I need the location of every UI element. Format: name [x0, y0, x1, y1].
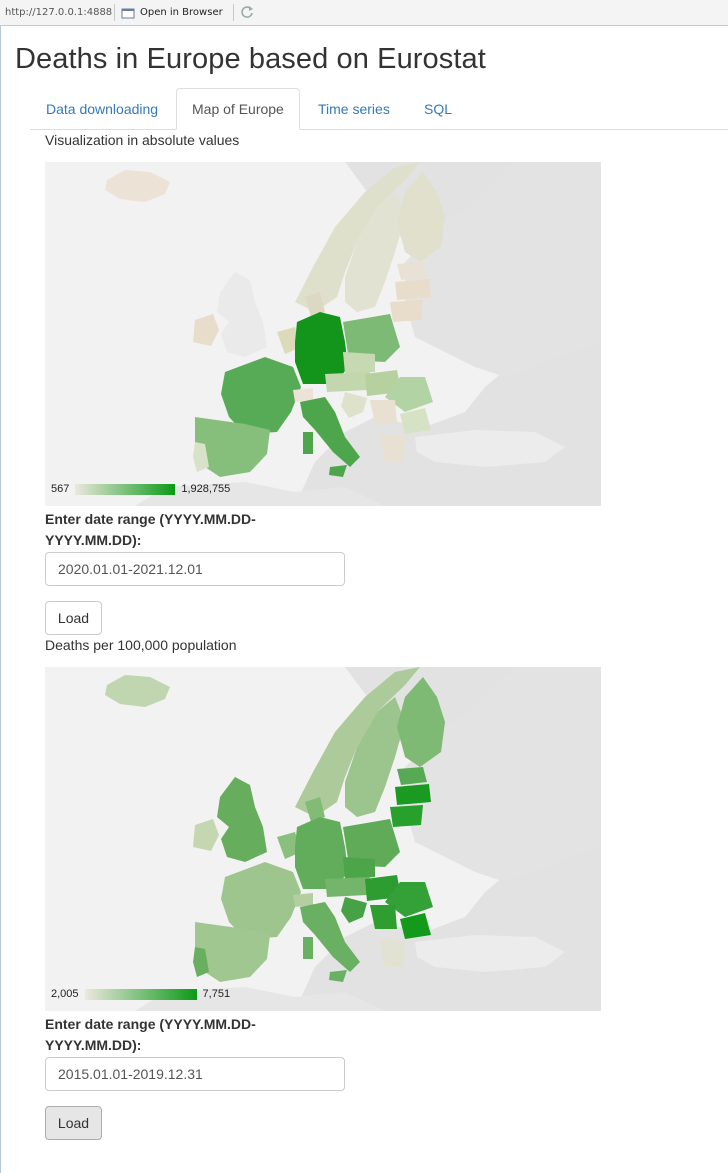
map1-date-range-input[interactable]: [45, 552, 345, 586]
map1-czech: [343, 352, 375, 374]
map1-sweden: [345, 192, 405, 312]
map1-spain: [195, 417, 270, 477]
map2-greece: [380, 939, 405, 967]
map2-europe-choropleth[interactable]: 2,005 7,751: [45, 667, 601, 1011]
map1-land-russia: [405, 162, 601, 377]
map1-finland: [397, 172, 445, 262]
map1-serbia: [370, 400, 397, 424]
map2-finland: [397, 677, 445, 767]
map2-date-range-input[interactable]: [45, 1057, 345, 1091]
map2-norway: [295, 667, 420, 817]
map2-denmark: [305, 797, 325, 822]
tab-bar: Data downloading Map of Europe Time seri…: [30, 88, 728, 130]
map2-sweden: [345, 697, 405, 817]
map2-sardinia: [303, 937, 313, 959]
map1-greece: [380, 434, 405, 462]
map2-load-button[interactable]: Load: [45, 1106, 102, 1140]
map2-land-russia: [405, 667, 601, 882]
map1-sardinia: [303, 432, 313, 454]
map2-uk: [217, 777, 267, 862]
app-frame: [0, 26, 728, 1173]
map2-land-africa: [135, 987, 385, 1011]
map1-bulgaria: [400, 408, 431, 434]
map1-italy: [300, 397, 360, 467]
toolbar-divider: [233, 4, 234, 21]
map1-europe-choropleth[interactable]: 567 1,928,755: [45, 162, 601, 506]
map2-estonia: [397, 767, 427, 785]
map1-title: Visualization in absolute values: [45, 132, 240, 148]
map1-norway: [295, 162, 420, 312]
map1-switzerland: [293, 388, 313, 402]
map2-title: Deaths per 100,000 population: [45, 637, 237, 653]
map2-romania: [385, 882, 433, 917]
map2-legend-gradient: [84, 988, 197, 1000]
map1-poland: [343, 314, 400, 362]
map2-legend: 2,005 7,751: [51, 988, 230, 1000]
map2-italy: [300, 902, 360, 972]
map1-legend-min: 567: [51, 483, 70, 495]
map1-ireland: [193, 314, 219, 346]
map1-lithuania: [390, 300, 423, 322]
map2-legend-max: 7,751: [202, 988, 231, 1000]
tab-sql[interactable]: SQL: [424, 101, 453, 117]
map2-latvia: [395, 784, 431, 805]
map2-portugal: [193, 947, 209, 977]
map2-austria: [325, 877, 370, 897]
map2-spain: [195, 922, 270, 982]
map1-date-range-label: Enter date range (YYYY.MM.DD-YYYY.MM.DD)…: [45, 511, 256, 548]
map1-austria: [325, 372, 370, 392]
map2-switzerland: [293, 893, 313, 907]
map1-uk: [217, 272, 267, 357]
map2-france: [221, 862, 301, 939]
map2-land-turkey: [415, 935, 565, 972]
map1-land-turkey: [415, 430, 565, 467]
map1-legend-max: 1,928,755: [181, 483, 231, 495]
tab-map-of-europe[interactable]: Map of Europe: [176, 88, 300, 130]
map1-romania: [385, 377, 433, 412]
map2-bulgaria: [400, 913, 431, 939]
map1-sicily: [329, 465, 347, 477]
map1-denmark: [305, 292, 325, 317]
map2-germany: [295, 817, 348, 889]
map2-czech: [343, 857, 375, 879]
map1-germany: [295, 312, 348, 384]
map2-sicily: [329, 970, 347, 982]
map2-ireland: [193, 819, 219, 851]
map1-legend: 567 1,928,755: [51, 483, 230, 495]
map2-serbia: [370, 905, 397, 929]
map2-croatia: [341, 897, 367, 923]
map1-land-africa: [135, 482, 385, 506]
browser-toolbar: http://127.0.0.1:4888 Open in Browser: [0, 0, 728, 26]
window-icon: [121, 8, 135, 18]
map2-poland: [343, 819, 400, 867]
page-title: Deaths in Europe based on Eurostat: [15, 43, 486, 75]
map2-lithuania: [390, 805, 423, 827]
map1-latvia: [395, 279, 431, 300]
map1-portugal: [193, 442, 209, 472]
map1-legend-gradient: [75, 483, 176, 495]
open-in-browser-label: Open in Browser: [140, 7, 223, 18]
map1-svg: [105, 162, 601, 506]
map1-load-button[interactable]: Load: [45, 601, 102, 635]
map1-iceland: [105, 170, 170, 202]
tab-time-series[interactable]: Time series: [318, 101, 390, 117]
map1-france: [221, 357, 301, 434]
map2-date-range-label: Enter date range (YYYY.MM.DD-YYYY.MM.DD)…: [45, 1016, 256, 1053]
map2-svg: [105, 667, 601, 1011]
url-text[interactable]: http://127.0.0.1:4888: [5, 7, 113, 18]
map1-croatia: [341, 392, 367, 418]
open-in-browser-button[interactable]: Open in Browser: [121, 4, 223, 21]
map2-legend-min: 2,005: [51, 988, 79, 1000]
map2-iceland: [105, 675, 170, 707]
map1-estonia: [397, 262, 427, 280]
reload-icon[interactable]: [240, 5, 254, 19]
toolbar-divider: [114, 4, 115, 21]
tab-data-downloading[interactable]: Data downloading: [46, 101, 159, 117]
